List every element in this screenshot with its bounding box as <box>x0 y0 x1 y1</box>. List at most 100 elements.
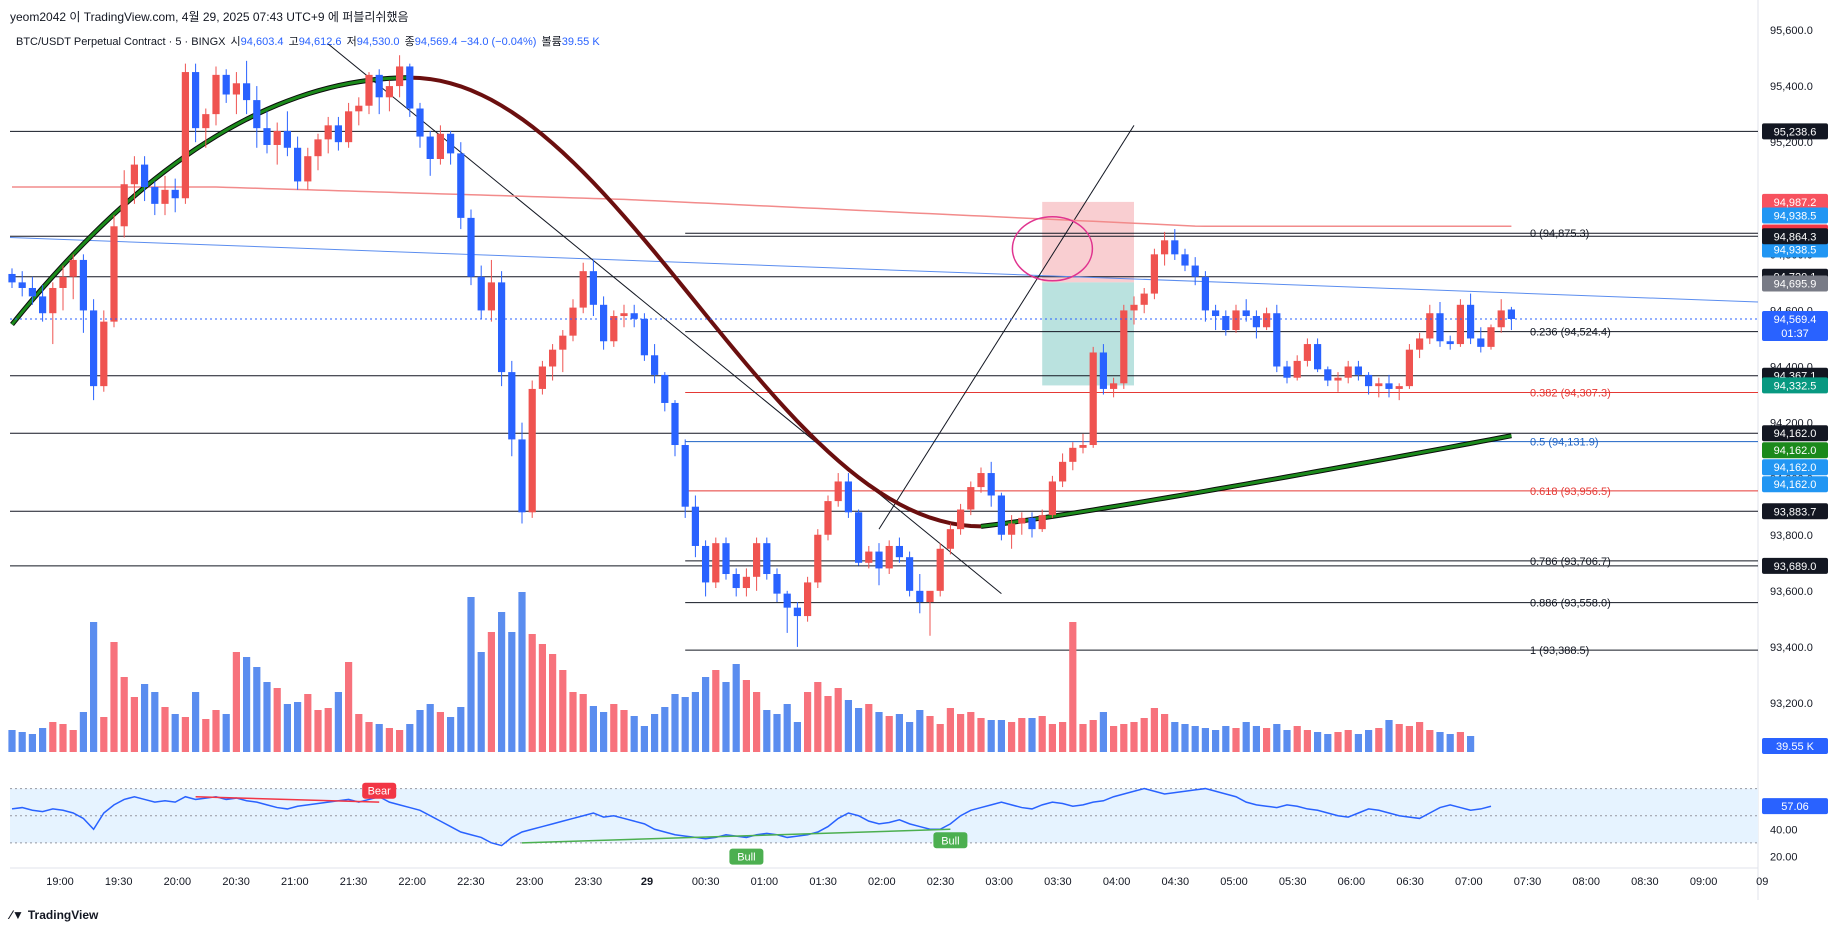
time-tick-label: 02:30 <box>927 876 955 888</box>
volume-bar <box>110 642 118 752</box>
volume-bar <box>1467 736 1475 752</box>
time-tick-label: 06:30 <box>1396 876 1424 888</box>
tradingview-logo[interactable]: ⁄▼ TradingView <box>10 908 98 922</box>
volume-bar <box>926 716 934 752</box>
price-axis-tag <box>1762 241 1828 258</box>
candle-body <box>936 548 944 591</box>
volume-bar <box>732 664 740 752</box>
volume-bar <box>212 710 220 752</box>
candle-body <box>334 125 342 143</box>
symbol-name[interactable]: BTC/USDT Perpetual Contract · 5 · BINGX <box>16 36 226 48</box>
candle-body <box>28 287 36 297</box>
candle-body <box>1110 383 1118 389</box>
rsi-axis-tag <box>1762 798 1828 815</box>
candle-body <box>283 130 291 148</box>
volume-value: 39.55 K <box>561 36 600 48</box>
volume-bar <box>141 684 149 752</box>
candle-body <box>1059 461 1067 482</box>
candle-body <box>192 72 200 129</box>
time-tick-label: 08:30 <box>1631 876 1659 888</box>
candle-body <box>498 282 506 373</box>
volume-bar <box>763 710 771 752</box>
candle-body <box>875 551 883 569</box>
candle-body <box>549 349 557 367</box>
price-axis-tag <box>1762 476 1828 493</box>
candle-body <box>1222 316 1230 331</box>
candle-body <box>100 321 108 387</box>
volume-bar <box>1273 724 1281 752</box>
price-tick-label: 95,400.0 <box>1770 81 1813 93</box>
volume-bar <box>977 718 985 752</box>
price-tick-label: 95,600.0 <box>1770 25 1813 37</box>
candle-body <box>997 495 1005 535</box>
candle-body <box>1303 344 1311 361</box>
candle-body <box>630 313 638 319</box>
volume-axis-tag-label: 39.55 K <box>1776 741 1815 753</box>
volume-bar <box>559 670 567 752</box>
ema-line-bear <box>409 75 982 529</box>
candle-body <box>569 307 577 336</box>
candle-body <box>243 83 251 101</box>
volume-bar <box>844 700 852 752</box>
candle-body <box>1477 338 1485 347</box>
fib-level-label: 0 (94,875.3) <box>1530 228 1589 240</box>
volume-bar <box>957 714 965 752</box>
volume-bar <box>314 710 322 752</box>
volume-bar <box>661 707 669 752</box>
low-value: 94,530.0 <box>356 36 400 48</box>
time-tick-label: 22:00 <box>398 876 426 888</box>
low-label: 저 <box>346 36 357 48</box>
candle-body <box>1191 265 1199 277</box>
volume-bar <box>1303 730 1311 752</box>
price-tick-label: 93,800.0 <box>1770 530 1813 542</box>
volume-bar <box>253 667 261 752</box>
volume-bar <box>875 712 883 752</box>
volume-bar <box>457 707 465 752</box>
candle-body <box>1171 240 1179 255</box>
volume-bar <box>1110 726 1118 752</box>
candle-body <box>1028 517 1036 530</box>
price-axis-tag-label: 95,238.6 <box>1774 126 1817 138</box>
candle-body <box>518 439 526 513</box>
volume-bar <box>79 712 87 752</box>
volume-bar <box>1212 730 1220 752</box>
volume-bar <box>151 692 159 752</box>
volume-bar <box>1395 724 1403 752</box>
attribution-text: yeom2042 이 TradingView.com, 4월 29, 2025 … <box>10 10 409 24</box>
candle-body <box>110 226 118 322</box>
candle-body <box>783 593 791 608</box>
ema-line-bull <box>980 434 1512 528</box>
rsi-tick-label: 40.00 <box>1770 824 1798 836</box>
candle-body <box>1354 366 1362 375</box>
candle-body <box>1069 447 1077 462</box>
price-axis-tag-label: 94,162.0 <box>1774 428 1817 440</box>
candle-body <box>1456 304 1464 345</box>
bear-divergence-label: Bear <box>368 786 392 798</box>
volume-bar <box>385 728 393 752</box>
volume-bar <box>1385 720 1393 752</box>
candle-body <box>722 543 730 575</box>
volume-bar <box>192 692 200 752</box>
candle-body <box>1334 377 1342 381</box>
candle-body <box>1263 313 1271 328</box>
volume-bar <box>1069 622 1077 752</box>
volume-bar <box>59 724 67 752</box>
candle-body <box>661 374 669 403</box>
volume-bar <box>518 592 526 752</box>
candle-body <box>538 366 546 389</box>
candle-body <box>212 74 220 115</box>
bear-divergence-line <box>195 795 380 803</box>
price-axis-tag <box>1762 207 1828 224</box>
price-axis-tag-label: 94,569.4 <box>1774 314 1817 326</box>
volume-bar <box>120 677 128 752</box>
candle-body <box>1161 240 1169 255</box>
volume-bar <box>1028 718 1036 752</box>
candle-body <box>375 74 383 98</box>
candle-body <box>314 139 322 157</box>
candle-body <box>1375 383 1383 387</box>
volume-bar <box>508 632 516 752</box>
candle-body <box>1273 313 1281 367</box>
volume-bar <box>1436 732 1444 752</box>
volume-bar <box>1171 722 1179 752</box>
